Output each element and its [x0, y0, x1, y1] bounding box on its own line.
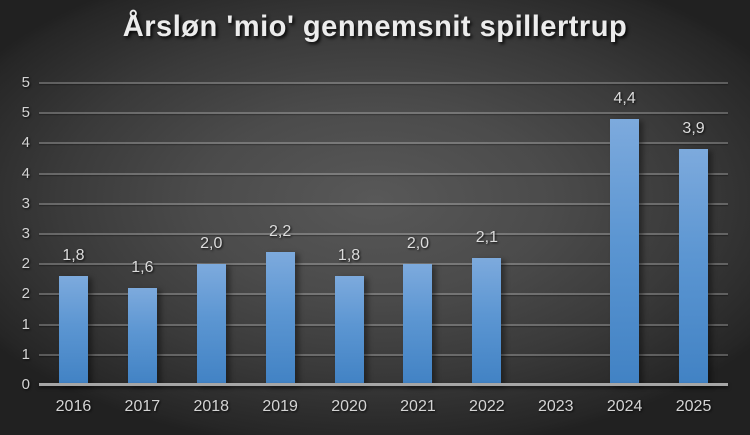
plot-area: 1,8 1,6 2,0 2,2 1,8 2,0 2,1 4,4 3,9	[39, 82, 728, 386]
y-axis-tick-label: 1	[21, 315, 30, 333]
bar-value-label-2017: 1,6	[131, 259, 154, 277]
x-axis-tick-label-2017: 2017	[124, 398, 161, 415]
gridline	[39, 82, 728, 84]
bar-2022	[472, 258, 502, 385]
x-axis-tick-label-2016: 2016	[55, 398, 92, 415]
gridline	[39, 172, 728, 175]
x-axis-tick-label-2019: 2019	[262, 398, 298, 415]
gridline	[39, 293, 728, 296]
bar-2019	[265, 252, 295, 385]
bar-2017	[127, 288, 157, 385]
bar-2021	[403, 264, 433, 385]
x-axis-tick-label-2024: 2024	[606, 398, 643, 415]
x-axis-tick-label-2021: 2021	[400, 398, 436, 415]
bar-value-label-2025: 3,9	[682, 120, 705, 138]
y-axis-tick-label: 3	[21, 194, 30, 212]
gridline	[39, 233, 728, 235]
bar-value-label-2016: 1,8	[62, 247, 85, 265]
x-axis-tick-label-2020: 2020	[331, 398, 367, 415]
gridline	[39, 353, 728, 356]
bar-value-label-2019: 2,2	[269, 223, 292, 241]
x-axis-tick-label-2022: 2022	[469, 398, 505, 415]
gridline	[39, 112, 728, 115]
bar-2024	[610, 119, 640, 385]
bar-value-label-2018: 2,0	[200, 235, 223, 253]
x-axis-tick-label-2025: 2025	[675, 398, 712, 415]
chart-title: Årsløn 'mio' gennemsnit spillertrup	[122, 10, 628, 43]
y-axis-tick-label: 2	[21, 255, 30, 273]
gridline	[39, 142, 728, 145]
y-axis-tick-label: 4	[21, 134, 30, 152]
gridline	[39, 263, 728, 266]
bar-2016	[58, 276, 88, 385]
y-axis-tick-label: 5	[21, 74, 30, 91]
bar-value-label-2021: 2,0	[406, 235, 430, 253]
bar-2018	[196, 264, 226, 385]
gridline	[39, 202, 728, 205]
y-axis-tick-label: 0	[21, 376, 30, 393]
y-axis-tick-label: 2	[21, 285, 30, 303]
bar-value-label-2022: 2,1	[475, 229, 498, 247]
bar-2025	[679, 149, 709, 385]
y-axis-tick-label: 3	[21, 225, 30, 242]
bar-value-label-2024: 4,4	[613, 90, 636, 108]
y-axis-tick-label: 1	[21, 345, 30, 363]
x-axis-tick-label-2023: 2023	[537, 398, 574, 415]
bar-2020	[334, 276, 364, 385]
gridline	[39, 323, 728, 326]
y-axis-tick-label: 5	[21, 104, 30, 122]
bar-value-label-2020: 1,8	[337, 247, 361, 265]
x-axis-line	[39, 383, 728, 386]
x-axis-tick-label-2018: 2018	[193, 398, 230, 415]
y-axis-tick-label: 4	[21, 164, 30, 182]
